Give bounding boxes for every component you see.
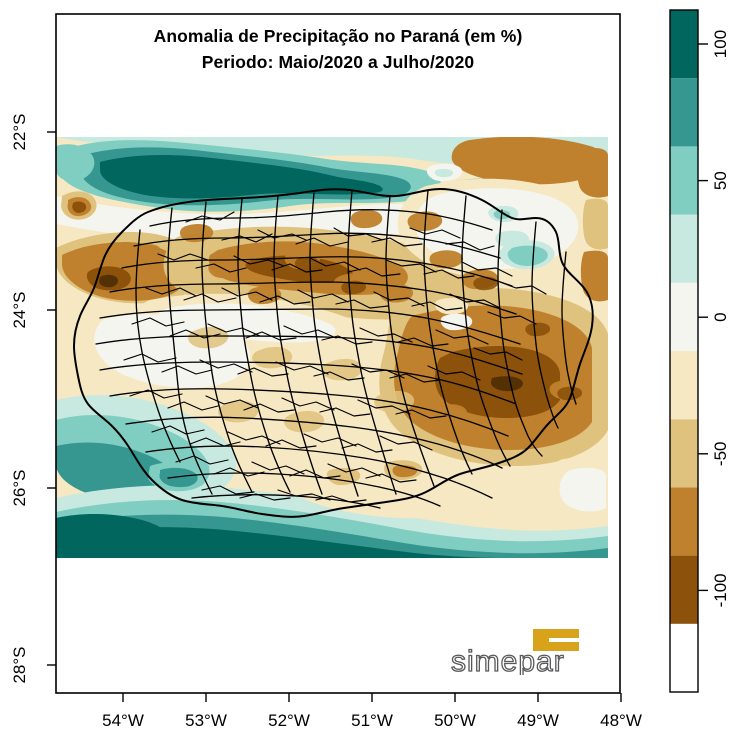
anomaly-raster [56,137,608,558]
x-axis-labels: 54°W 53°W 52°W 51°W 50°W 49°W 48°W [102,711,642,730]
plot-frame [55,13,621,694]
colorbar-band [670,214,698,283]
colorbar-band [670,10,698,79]
simepar-logo: simepar [450,629,579,675]
colorbar-ticks [698,43,708,592]
simepar-wordmark: simepar [451,645,565,675]
colorbar-tick-label: 0 [711,312,730,321]
x-tick-label: 53°W [185,711,227,730]
x-axis-ticks [122,693,622,702]
parana-municipal-boundaries [73,188,594,518]
colorbar-band [670,282,698,351]
page-subtitle: Periodo: Maio/2020 a Julho/2020 [201,52,475,72]
colorbar-tick-label: 100 [711,30,730,58]
page-title: Anomalia de Precipitação no Paraná (em %… [153,26,523,46]
y-tick-label: 28°S [10,646,29,683]
simepar-mark [533,629,579,651]
colorbar-labels: 100 50 0 -50 -100 [711,30,730,608]
colorbar-band [670,351,698,420]
y-axis-labels: 22°S 24°S 26°S 28°S [10,113,29,683]
x-tick-label: 52°W [268,711,310,730]
x-tick-label: 48°W [600,711,642,730]
x-tick-label: 51°W [351,711,393,730]
x-tick-label: 50°W [434,711,476,730]
y-tick-label: 26°S [10,469,29,506]
colorbar-tick-label: -100 [711,573,730,607]
colorbar-tick-label: 50 [711,171,730,190]
colorbar-band [670,146,698,215]
y-tick-label: 22°S [10,113,29,150]
colorbar-band [670,78,698,147]
y-axis-ticks [47,131,56,666]
x-tick-label: 49°W [517,711,559,730]
x-tick-label: 54°W [102,711,144,730]
colorbar-tick-label: -50 [711,442,730,467]
colorbar-band [670,487,698,556]
colorbar[interactable]: 100 50 0 -50 -100 [669,9,730,693]
colorbar-frame [669,9,699,693]
y-tick-label: 24°S [10,291,29,328]
colorbar-band [670,419,698,488]
colorbar-band [670,555,698,624]
